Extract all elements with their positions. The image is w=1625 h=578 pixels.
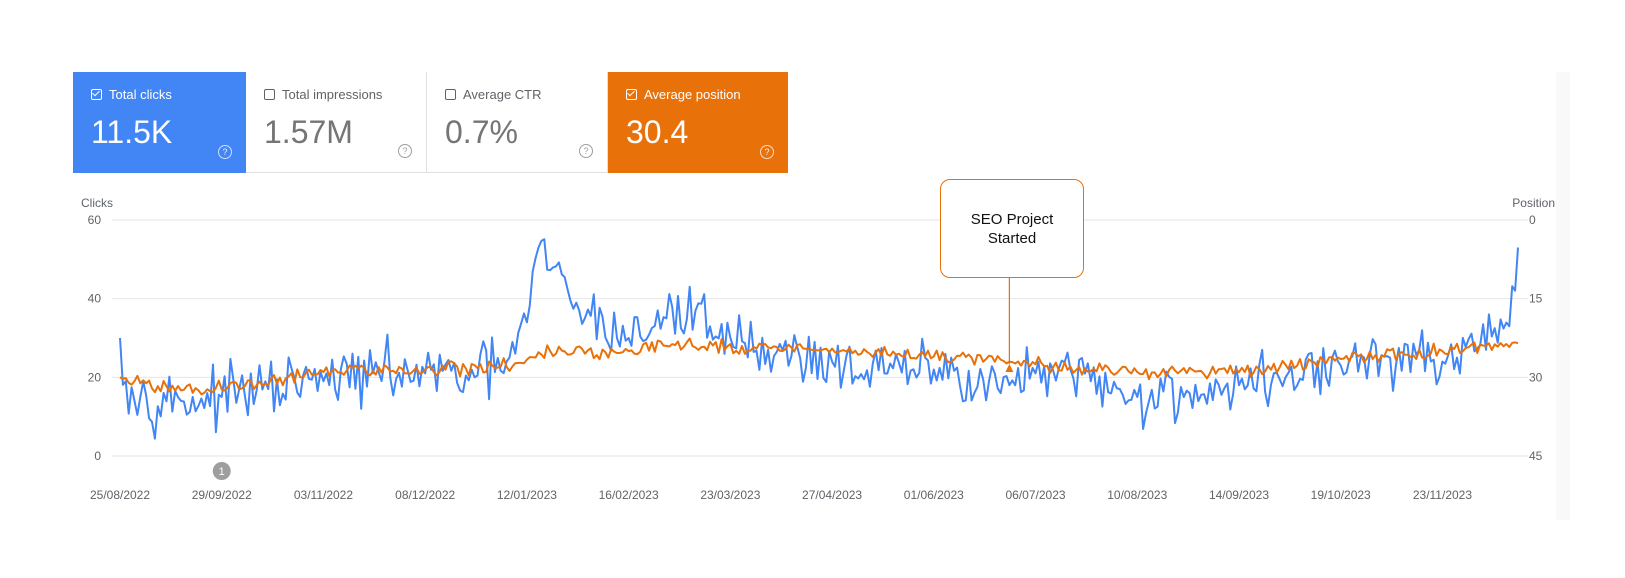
x-tick-label: 19/10/2023 <box>1311 488 1371 502</box>
total-clicks-value: 11.5K <box>91 114 173 150</box>
y-tick-label-left: 0 <box>94 449 101 463</box>
y-tick-label-right: 30 <box>1529 370 1543 384</box>
x-tick-label: 27/04/2023 <box>802 488 862 502</box>
x-tick-label: 29/09/2022 <box>192 488 252 502</box>
y-tick-label-right: 0 <box>1529 213 1536 227</box>
average-ctr-value: 0.7% <box>445 114 518 150</box>
x-tick-label: 23/11/2023 <box>1413 488 1472 502</box>
clicks-series-line <box>119 238 1519 440</box>
y-tick-label-right: 45 <box>1529 449 1543 463</box>
y-tick-label-left: 40 <box>88 292 102 306</box>
help-circle-icon[interactable]: ? <box>760 145 774 159</box>
total-impressions-label: Total impressions <box>282 87 383 102</box>
total-impressions-value: 1.57M <box>264 114 353 150</box>
x-tick-label: 01/06/2023 <box>904 488 964 502</box>
position-series-line <box>119 337 1519 396</box>
x-tick-label: 10/08/2023 <box>1107 488 1167 502</box>
average-position-label: Average position <box>644 87 741 102</box>
event-marker-label: 1 <box>219 466 225 478</box>
help-circle-icon[interactable]: ? <box>218 145 232 159</box>
callout-pointer-arrow <box>1005 364 1014 372</box>
event-marker <box>212 462 231 480</box>
average-position-card[interactable]: Average position 30.4 ? <box>608 72 788 173</box>
x-tick-label: 16/02/2023 <box>599 488 659 502</box>
x-tick-label: 23/03/2023 <box>700 488 760 502</box>
y-tick-label-left: 20 <box>88 370 102 384</box>
help-circle-icon[interactable]: ? <box>579 144 593 158</box>
seo-project-callout: SEO Project Started <box>940 179 1084 278</box>
checkbox-checked-icon[interactable] <box>91 89 102 100</box>
x-tick-label: 03/11/2022 <box>294 488 353 502</box>
checkbox-unchecked-icon[interactable] <box>264 89 275 100</box>
x-tick-label: 06/07/2023 <box>1005 488 1065 502</box>
x-tick-label: 08/12/2022 <box>395 488 455 502</box>
y-axis-title-right: Position <box>1512 196 1555 210</box>
x-tick-label: 25/08/2022 <box>90 488 150 502</box>
average-ctr-label: Average CTR <box>463 87 542 102</box>
total-impressions-card[interactable]: Total impressions 1.57M ? <box>246 72 427 173</box>
side-panel-strip <box>1556 72 1570 520</box>
checkbox-checked-icon[interactable] <box>626 89 637 100</box>
x-tick-label: 14/09/2023 <box>1209 488 1269 502</box>
average-position-value: 30.4 <box>626 114 689 150</box>
y-tick-label-left: 60 <box>88 213 102 227</box>
average-ctr-card[interactable]: Average CTR 0.7% ? <box>427 72 608 173</box>
y-axis-title-left: Clicks <box>81 196 113 210</box>
y-tick-label-right: 15 <box>1529 292 1543 306</box>
help-circle-icon[interactable]: ? <box>398 144 412 158</box>
x-tick-label: 12/01/2023 <box>497 488 557 502</box>
total-clicks-card[interactable]: Total clicks 11.5K ? <box>73 72 246 173</box>
total-clicks-label: Total clicks <box>109 87 172 102</box>
checkbox-unchecked-icon[interactable] <box>445 89 456 100</box>
